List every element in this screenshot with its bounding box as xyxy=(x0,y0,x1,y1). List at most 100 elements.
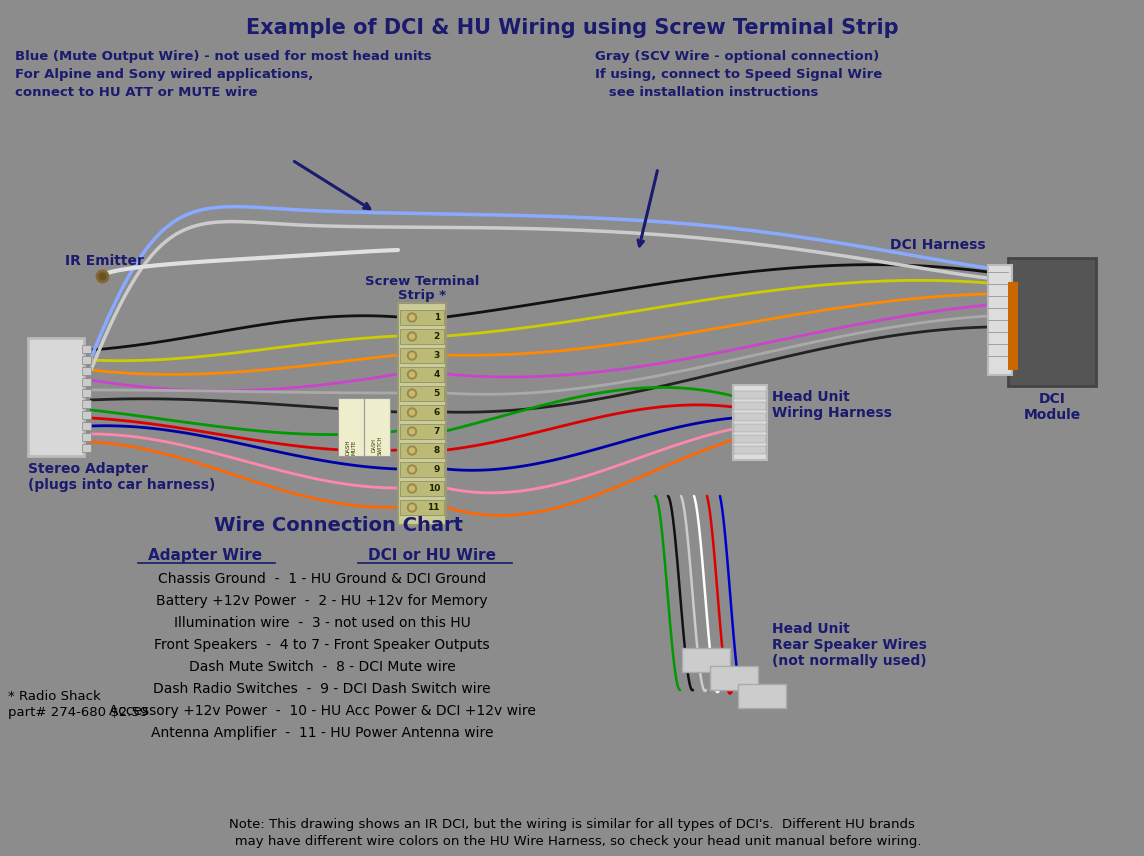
Bar xyxy=(398,303,446,525)
Text: Wiring Harness: Wiring Harness xyxy=(772,406,892,420)
Circle shape xyxy=(410,410,414,415)
Bar xyxy=(682,648,730,672)
Text: 4: 4 xyxy=(434,370,440,379)
Text: IR Emitter: IR Emitter xyxy=(65,254,144,268)
Circle shape xyxy=(407,408,416,417)
Bar xyxy=(82,378,92,386)
Bar xyxy=(733,385,766,460)
Circle shape xyxy=(407,389,416,398)
Circle shape xyxy=(407,351,416,360)
Circle shape xyxy=(410,391,414,396)
Text: connect to HU ATT or MUTE wire: connect to HU ATT or MUTE wire xyxy=(15,86,257,99)
Bar xyxy=(82,444,92,452)
Bar xyxy=(364,398,390,456)
Bar xyxy=(400,329,444,344)
Circle shape xyxy=(407,427,416,436)
Text: DCI Harness: DCI Harness xyxy=(890,238,986,252)
Circle shape xyxy=(410,505,414,510)
Text: see installation instructions: see installation instructions xyxy=(595,86,818,99)
Text: If using, connect to Speed Signal Wire: If using, connect to Speed Signal Wire xyxy=(595,68,882,81)
Circle shape xyxy=(407,465,416,474)
Text: For Alpine and Sony wired applications,: For Alpine and Sony wired applications, xyxy=(15,68,313,81)
Bar xyxy=(710,666,758,690)
Text: Head Unit: Head Unit xyxy=(772,622,850,636)
Bar xyxy=(400,424,444,439)
Text: Battery +12v Power  -  2 - HU +12v for Memory: Battery +12v Power - 2 - HU +12v for Mem… xyxy=(157,594,487,608)
Circle shape xyxy=(410,334,414,339)
Circle shape xyxy=(407,370,416,379)
Text: DASH
SWITCH: DASH SWITCH xyxy=(372,436,382,455)
Bar xyxy=(82,422,92,430)
Circle shape xyxy=(407,484,416,493)
Bar xyxy=(400,386,444,401)
Bar xyxy=(400,443,444,458)
Bar xyxy=(988,265,1012,375)
Text: Illumination wire  -  3 - not used on this HU: Illumination wire - 3 - not used on this… xyxy=(174,616,470,630)
Text: 11: 11 xyxy=(428,503,440,512)
Text: Dash Radio Switches  -  9 - DCI Dash Switch wire: Dash Radio Switches - 9 - DCI Dash Switc… xyxy=(153,682,491,696)
Text: Blue (Mute Output Wire) - not used for most head units: Blue (Mute Output Wire) - not used for m… xyxy=(15,50,431,63)
Text: Note: This drawing shows an IR DCI, but the wiring is similar for all types of D: Note: This drawing shows an IR DCI, but … xyxy=(229,818,915,831)
Bar xyxy=(27,338,84,456)
Bar xyxy=(1008,282,1018,370)
Circle shape xyxy=(410,467,414,472)
Circle shape xyxy=(407,332,416,341)
Text: Strip *: Strip * xyxy=(398,289,446,302)
Circle shape xyxy=(407,446,416,455)
Bar xyxy=(400,405,444,420)
Bar xyxy=(82,389,92,397)
Circle shape xyxy=(410,448,414,453)
Text: Head Unit: Head Unit xyxy=(772,390,850,404)
Text: DASH
MUTE: DASH MUTE xyxy=(345,439,357,455)
Bar xyxy=(82,356,92,364)
Text: 9: 9 xyxy=(434,465,440,474)
Text: Accessory +12v Power  -  10 - HU Acc Power & DCI +12v wire: Accessory +12v Power - 10 - HU Acc Power… xyxy=(109,704,535,718)
Bar xyxy=(734,413,766,421)
Text: Rear Speaker Wires: Rear Speaker Wires xyxy=(772,638,927,652)
Circle shape xyxy=(410,429,414,434)
Bar xyxy=(82,433,92,441)
Text: * Radio Shack: * Radio Shack xyxy=(8,690,101,703)
Text: (not normally used): (not normally used) xyxy=(772,654,927,668)
Text: Front Speakers  -  4 to 7 - Front Speaker Outputs: Front Speakers - 4 to 7 - Front Speaker … xyxy=(154,638,490,652)
Circle shape xyxy=(407,503,416,512)
Circle shape xyxy=(407,313,416,322)
Text: Chassis Ground  -  1 - HU Ground & DCI Ground: Chassis Ground - 1 - HU Ground & DCI Gro… xyxy=(158,572,486,586)
Text: 5: 5 xyxy=(434,389,440,398)
Bar xyxy=(1008,258,1096,386)
Text: may have different wire colors on the HU Wire Harness, so check your head unit m: may have different wire colors on the HU… xyxy=(222,835,922,848)
Bar xyxy=(400,367,444,382)
Bar xyxy=(337,398,364,456)
Bar xyxy=(734,402,766,410)
Text: (plugs into car harness): (plugs into car harness) xyxy=(27,478,215,492)
Text: part# 274-680 $2.59: part# 274-680 $2.59 xyxy=(8,706,149,719)
Text: 7: 7 xyxy=(434,427,440,436)
Text: 6: 6 xyxy=(434,408,440,417)
Circle shape xyxy=(410,353,414,358)
Bar xyxy=(82,411,92,419)
Text: 10: 10 xyxy=(428,484,440,493)
Bar xyxy=(400,348,444,363)
Bar xyxy=(734,424,766,432)
Text: Module: Module xyxy=(1024,408,1081,422)
Text: 3: 3 xyxy=(434,351,440,360)
Bar xyxy=(82,345,92,353)
Bar xyxy=(400,500,444,515)
Text: 8: 8 xyxy=(434,446,440,455)
Text: Stereo Adapter: Stereo Adapter xyxy=(27,462,148,476)
Text: Gray (SCV Wire - optional connection): Gray (SCV Wire - optional connection) xyxy=(595,50,880,63)
Text: Dash Mute Switch  -  8 - DCI Mute wire: Dash Mute Switch - 8 - DCI Mute wire xyxy=(189,660,455,674)
Bar xyxy=(400,310,444,325)
Text: Example of DCI & HU Wiring using Screw Terminal Strip: Example of DCI & HU Wiring using Screw T… xyxy=(246,18,898,38)
Text: 2: 2 xyxy=(434,332,440,341)
Circle shape xyxy=(410,486,414,491)
Circle shape xyxy=(410,315,414,320)
Text: Wire Connection Chart: Wire Connection Chart xyxy=(214,516,462,535)
Text: Antenna Amplifier  -  11 - HU Power Antenna wire: Antenna Amplifier - 11 - HU Power Antenn… xyxy=(151,726,493,740)
Text: 1: 1 xyxy=(434,313,440,322)
Bar xyxy=(82,367,92,375)
Text: DCI or HU Wire: DCI or HU Wire xyxy=(368,548,496,563)
Bar xyxy=(82,400,92,408)
Text: Adapter Wire: Adapter Wire xyxy=(148,548,262,563)
Bar xyxy=(734,391,766,399)
